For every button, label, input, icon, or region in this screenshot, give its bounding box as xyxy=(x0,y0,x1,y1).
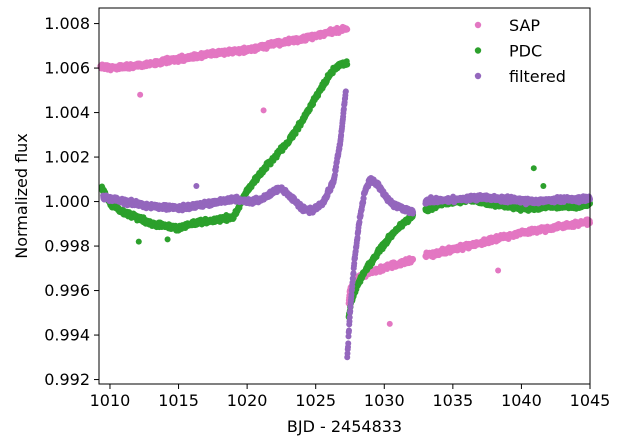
data-point xyxy=(344,26,351,33)
data-point xyxy=(346,314,353,321)
outlier-point xyxy=(260,107,267,114)
data-point xyxy=(356,218,363,225)
data-point xyxy=(345,327,352,334)
outlier-point xyxy=(386,320,393,327)
data-point xyxy=(345,333,352,340)
data-point xyxy=(349,275,356,282)
data-point xyxy=(410,256,417,263)
data-point xyxy=(345,340,352,347)
outlier-point xyxy=(530,165,537,172)
data-points xyxy=(97,23,593,361)
data-point xyxy=(344,61,351,68)
data-point xyxy=(347,308,354,315)
outlier-point xyxy=(135,238,142,245)
data-point xyxy=(357,212,364,219)
data-point xyxy=(360,195,367,202)
outlier-point xyxy=(137,91,144,98)
outlier-point xyxy=(540,182,547,189)
outlier-point xyxy=(495,267,502,274)
outlier-point xyxy=(164,236,171,243)
data-point xyxy=(350,270,357,277)
data-point xyxy=(342,88,349,95)
series-filtered xyxy=(100,88,593,361)
data-point xyxy=(340,106,347,113)
